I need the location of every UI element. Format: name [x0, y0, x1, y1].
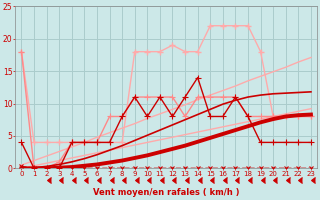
X-axis label: Vent moyen/en rafales ( km/h ): Vent moyen/en rafales ( km/h ) — [93, 188, 239, 197]
